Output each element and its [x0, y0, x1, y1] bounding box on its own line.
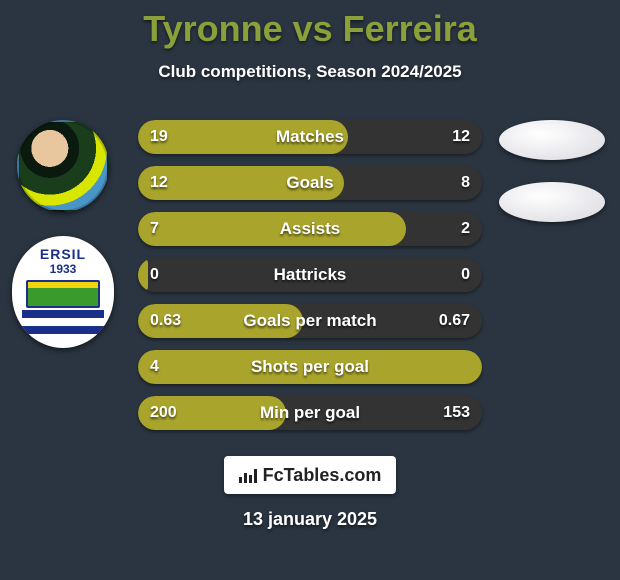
- stat-right-value: 0.67: [439, 304, 470, 338]
- player-b-avatar-placeholder: [499, 120, 605, 160]
- page-title: Tyronne vs Ferreira: [0, 0, 620, 50]
- stat-row: 19Matches12: [138, 120, 482, 154]
- stat-row: 7Assists2: [138, 212, 482, 246]
- title-player-b: Ferreira: [343, 8, 477, 49]
- title-vs: vs: [283, 8, 343, 49]
- stat-row-fill: [138, 212, 406, 246]
- stat-row: 12Goals8: [138, 166, 482, 200]
- bar-chart-icon: [239, 467, 259, 483]
- stat-right-value: 2: [461, 212, 470, 246]
- stat-row: 4Shots per goal: [138, 350, 482, 384]
- title-player-a: Tyronne: [143, 8, 282, 49]
- brand-logo: FcTables.com: [224, 456, 396, 494]
- stat-right-value: 153: [443, 396, 470, 430]
- club-badge: ERSIL 1933: [12, 236, 114, 348]
- root: Tyronne vs Ferreira Club competitions, S…: [0, 0, 620, 580]
- club-badge-field-icon: [26, 280, 100, 308]
- stat-row: 0.63Goals per match0.67: [138, 304, 482, 338]
- stat-label: Hattricks: [138, 258, 482, 292]
- club-badge-year: 1933: [12, 262, 114, 276]
- left-avatar-column: ERSIL 1933: [8, 120, 118, 348]
- stat-row-fill: [138, 304, 303, 338]
- stat-row-fill: [138, 120, 348, 154]
- subtitle: Club competitions, Season 2024/2025: [0, 62, 620, 82]
- right-avatar-column: [492, 120, 612, 222]
- stat-row: 0Hattricks0: [138, 258, 482, 292]
- stat-row-fill: [138, 166, 344, 200]
- footer-date: 13 january 2025: [0, 509, 620, 530]
- stat-bars: 19Matches1212Goals87Assists20Hattricks00…: [138, 120, 482, 430]
- stat-right-value: 12: [452, 120, 470, 154]
- club-badge-name: ERSIL: [12, 246, 114, 262]
- stat-right-value: 8: [461, 166, 470, 200]
- stat-row-fill: [138, 396, 286, 430]
- club-badge-waves-icon: [22, 310, 104, 338]
- player-a-avatar: [17, 120, 109, 212]
- stat-row: 200Min per goal153: [138, 396, 482, 430]
- brand-text: FcTables.com: [263, 465, 382, 486]
- stat-left-value: 0: [150, 258, 159, 292]
- club-b-badge-placeholder: [499, 182, 605, 222]
- stat-row-fill: [138, 350, 482, 384]
- stat-right-value: 0: [461, 258, 470, 292]
- stat-row-fill: [138, 258, 148, 292]
